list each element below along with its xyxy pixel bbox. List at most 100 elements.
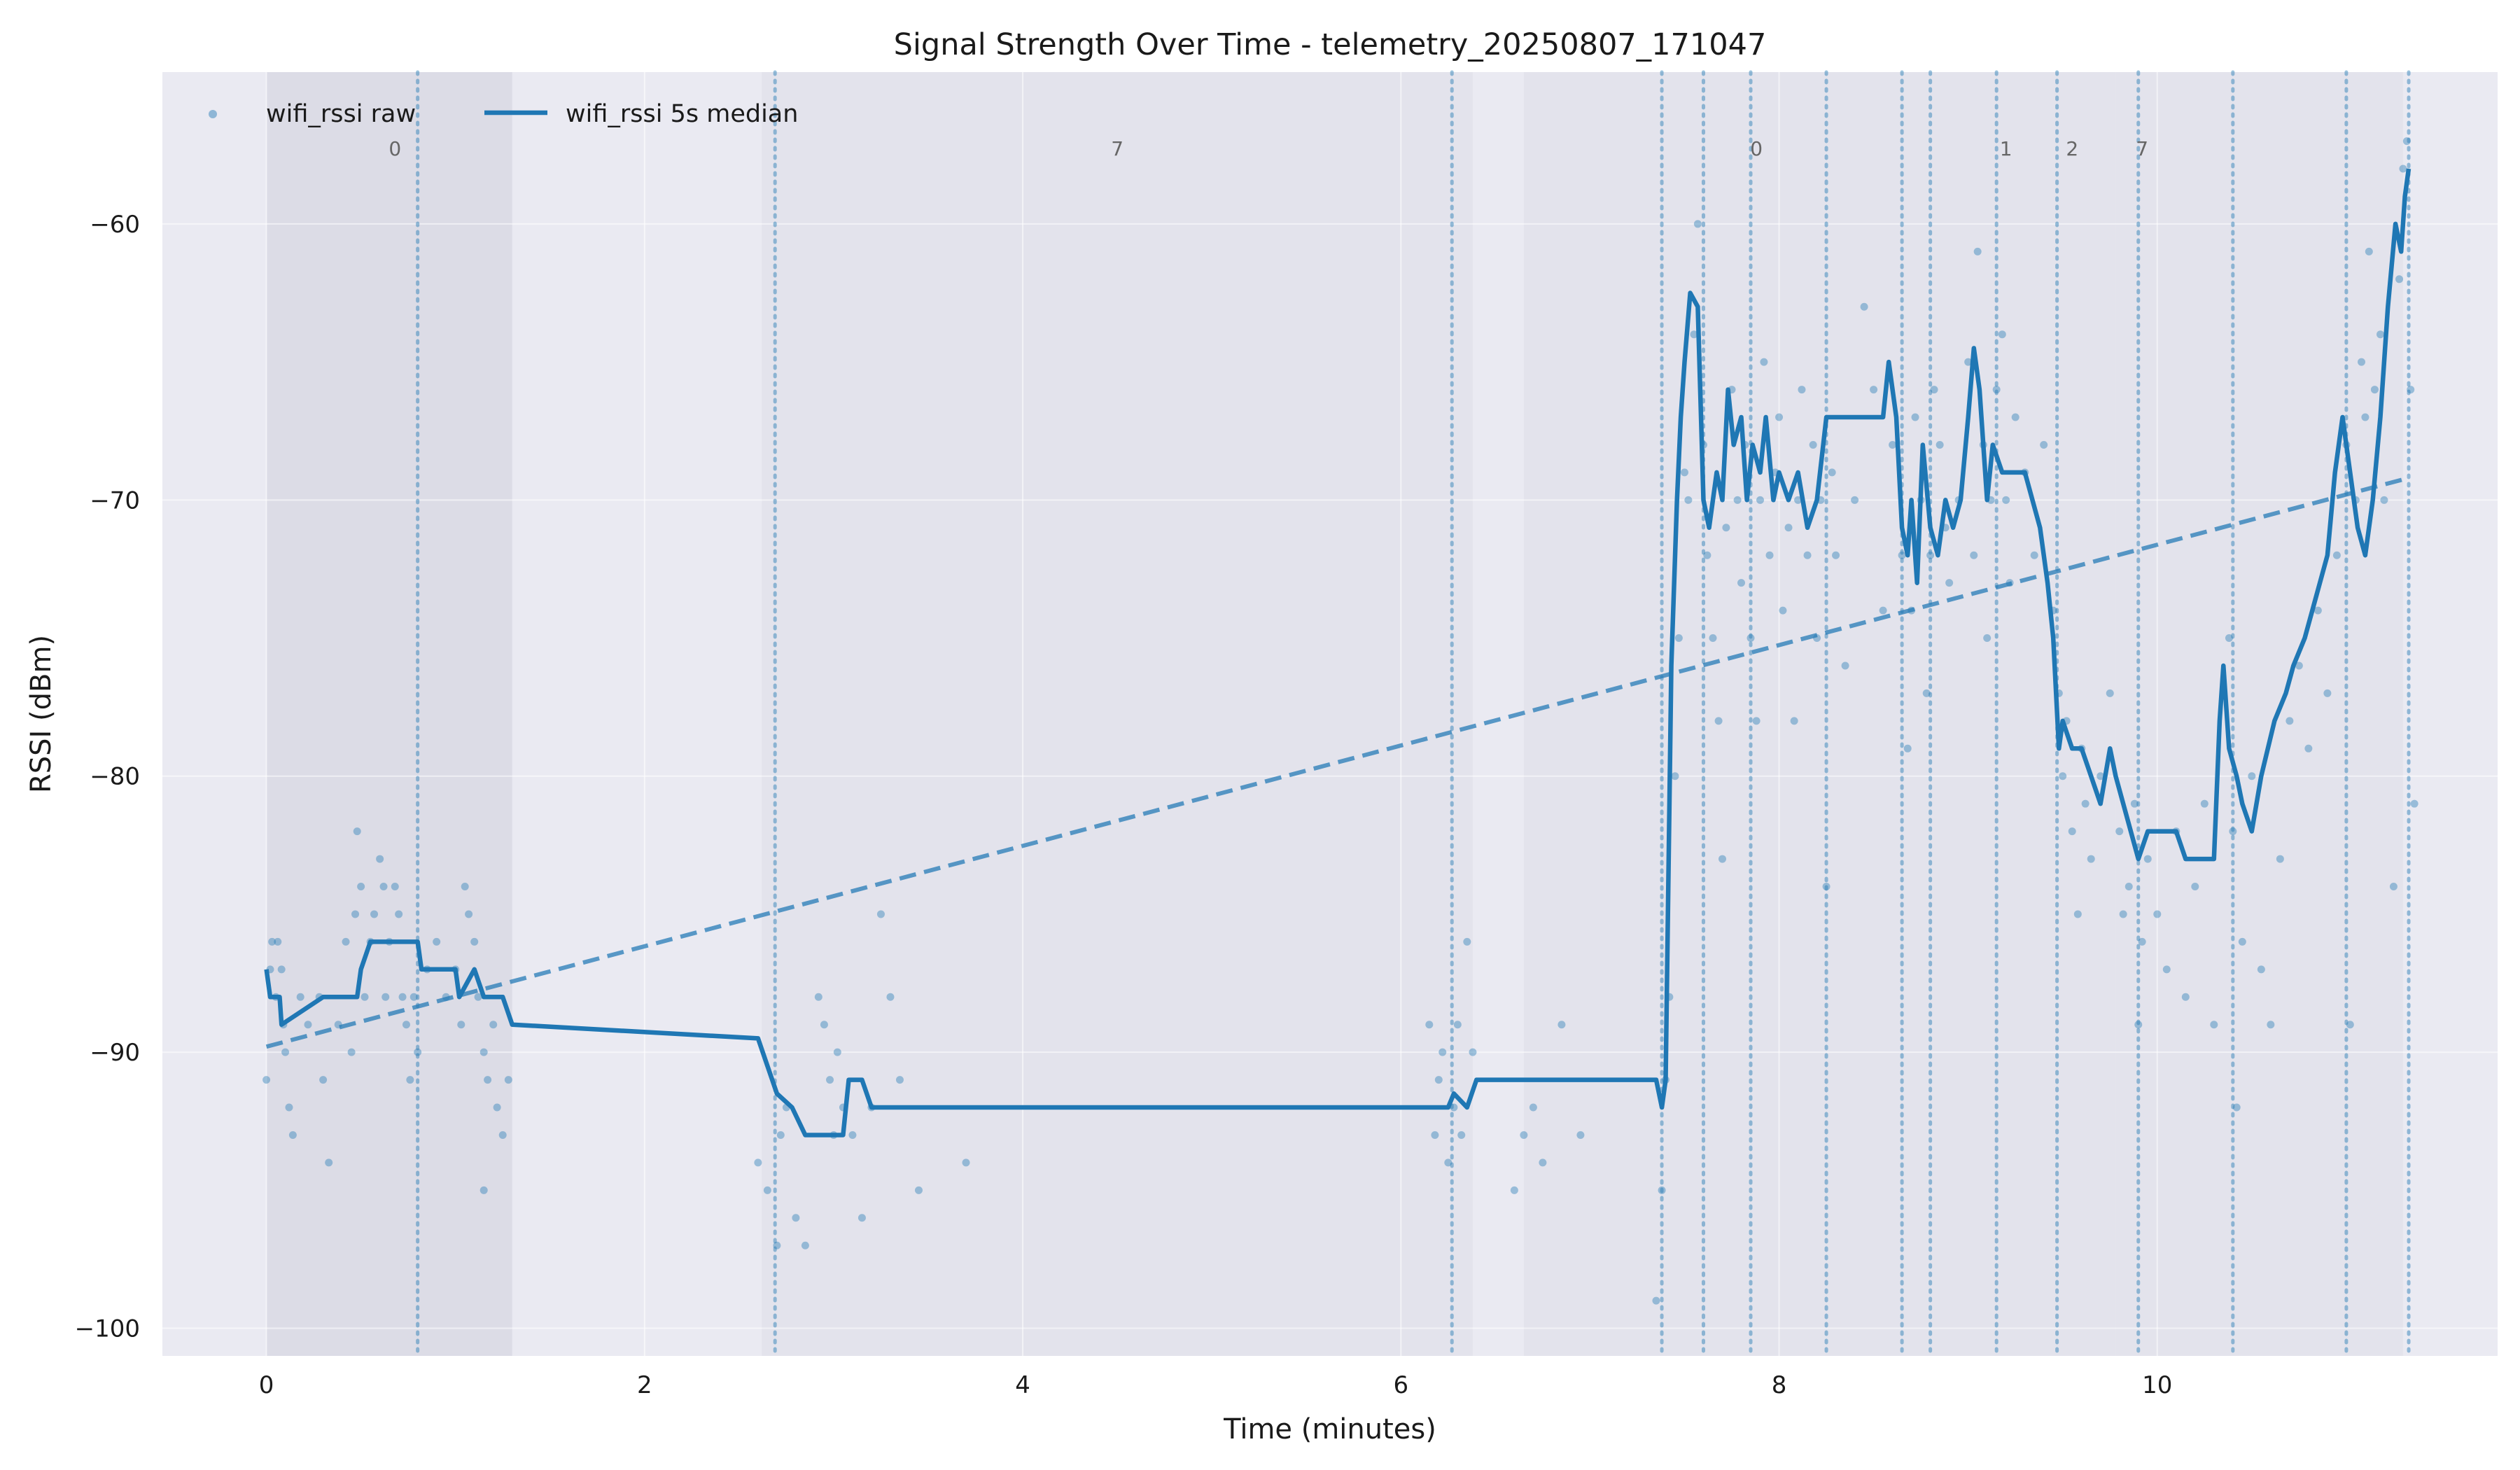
scatter-point <box>1722 524 1730 532</box>
scatter-point <box>1945 579 1954 587</box>
scatter-point <box>1425 1021 1434 1029</box>
scatter-point <box>1760 358 1768 366</box>
segment-labels: 0 7 0 1 2 7 <box>388 137 2148 160</box>
scatter-point <box>1998 330 2006 339</box>
scatter-point <box>1737 579 1746 587</box>
y-tick-label: −60 <box>90 211 140 239</box>
scatter-point <box>470 937 479 946</box>
scatter-point <box>325 1158 333 1167</box>
scatter-point <box>1444 1158 1452 1167</box>
scatter-point <box>285 1103 293 1112</box>
background-band <box>2029 72 2116 1356</box>
scatter-point <box>498 1130 507 1139</box>
scatter-point <box>2314 606 2322 615</box>
scatter-point <box>2130 799 2138 808</box>
scatter-point <box>2232 1103 2241 1112</box>
scatter-point <box>1930 386 1938 394</box>
scatter-point <box>304 1021 312 1029</box>
scatter-point <box>1828 468 1836 477</box>
scatter-point <box>848 1130 857 1139</box>
scatter-point <box>1794 496 1802 504</box>
segment-label: 1 <box>2000 137 2012 160</box>
scatter-point <box>1450 1103 1458 1112</box>
scatter-point <box>1529 1103 1537 1112</box>
scatter-point <box>2162 965 2171 974</box>
scatter-point <box>1469 1048 1477 1056</box>
scatter-point <box>2295 662 2303 670</box>
scatter-point <box>2395 275 2404 284</box>
scatter-point <box>1851 496 1859 504</box>
scatter-point <box>1690 330 1698 339</box>
scatter-point <box>2134 1021 2143 1029</box>
scatter-point <box>2081 799 2090 808</box>
scatter-point <box>962 1158 970 1167</box>
scatter-point <box>2153 910 2162 918</box>
legend-label-median: wifi_rssi 5s median <box>566 100 798 128</box>
scatter-point <box>2143 855 2152 863</box>
scatter-point <box>820 1021 828 1029</box>
scatter-point <box>402 1021 410 1029</box>
scatter-point <box>2210 1021 2218 1029</box>
scatter-point <box>2358 358 2366 366</box>
scatter-point <box>489 1021 498 1029</box>
scatter-point <box>1510 1186 1518 1194</box>
x-tick-label: 10 <box>2142 1371 2172 1399</box>
scatter-point <box>1879 606 1887 615</box>
scatter-point <box>1765 551 1774 559</box>
scatter-point <box>2068 827 2076 836</box>
background-bands <box>266 72 2403 1356</box>
scatter-point <box>457 1021 465 1029</box>
x-axis-label: Time (minutes) <box>1223 1413 1436 1446</box>
scatter-point <box>1652 1296 1660 1305</box>
scatter-point <box>2040 440 2048 449</box>
scatter-point <box>2361 413 2370 421</box>
scatter-point <box>2304 744 2313 752</box>
scatter-point <box>1926 551 1935 559</box>
y-tick-label: −90 <box>90 1039 140 1067</box>
scatter-point <box>1457 1130 1466 1139</box>
scatter-point <box>2200 799 2208 808</box>
raw-scatter-series <box>262 137 2418 1305</box>
scatter-point <box>792 1214 800 1222</box>
scatter-point <box>1539 1158 1547 1167</box>
scatter-point <box>1558 1021 1566 1029</box>
scatter-point <box>801 1241 809 1250</box>
scatter-point <box>296 993 304 1001</box>
scatter-point <box>1964 358 1973 366</box>
background-band <box>2115 72 2403 1356</box>
scatter-point <box>474 993 482 1001</box>
scatter-point <box>1520 1130 1528 1139</box>
scatter-point <box>493 1103 501 1112</box>
scatter-point <box>1733 496 1742 504</box>
scatter-point <box>288 1130 297 1139</box>
scatter-point <box>1809 440 1817 449</box>
segment-label: 2 <box>2066 137 2078 160</box>
scatter-point <box>2370 386 2379 394</box>
scatter-point <box>2332 551 2341 559</box>
scatter-point <box>504 1076 512 1084</box>
scatter-point <box>1935 440 1944 449</box>
x-axis-ticks: 0 2 4 6 8 10 <box>259 1371 2173 1399</box>
scatter-point <box>1841 662 1849 670</box>
scatter-point <box>1434 1076 1443 1084</box>
scatter-point <box>1746 634 1755 643</box>
scatter-point <box>2276 855 2284 863</box>
segment-label: 7 <box>2136 137 2148 160</box>
scatter-point <box>1718 855 1727 863</box>
scatter-point <box>395 910 403 918</box>
scatter-point <box>357 883 365 891</box>
scatter-point <box>274 937 282 946</box>
scatter-point <box>406 1076 414 1084</box>
scatter-point <box>1671 772 1679 780</box>
x-tick-label: 0 <box>259 1371 274 1399</box>
scatter-point <box>1463 937 1471 946</box>
background-band <box>1523 72 2029 1356</box>
scatter-point <box>2267 1021 2275 1029</box>
scatter-point <box>2073 910 2082 918</box>
scatter-point <box>1970 551 1978 559</box>
grid-lines <box>162 72 2498 1356</box>
scatter-point <box>2399 164 2407 173</box>
scatter-point <box>763 1186 771 1194</box>
scatter-point <box>347 1048 356 1056</box>
